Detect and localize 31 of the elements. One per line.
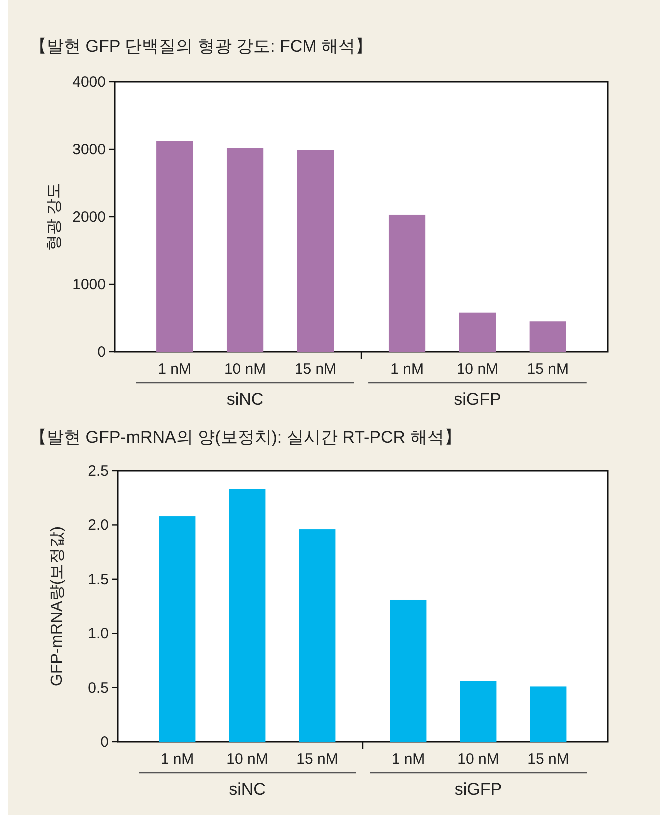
text: siGFP xyxy=(454,390,502,409)
x-tick-label: 10 nM xyxy=(226,751,268,768)
y-axis-title: 형광 강도 xyxy=(46,182,63,252)
x-tick-label: 10 nM xyxy=(224,361,266,378)
y-tick-label: 1000 xyxy=(72,276,106,294)
x-tick-label: 10 nM xyxy=(456,361,499,378)
text: siNC xyxy=(229,780,266,799)
y-tick-label: 2.0 xyxy=(88,517,109,534)
x-tick-label: 15 nM xyxy=(528,751,570,768)
y-tick-label: 4000 xyxy=(72,74,106,91)
x-tick-label: 15 nM xyxy=(294,361,337,378)
y-tick-label: 0 xyxy=(98,344,106,361)
x-tick-label: 1 nM xyxy=(158,361,192,378)
chart-title: 【발현 GFP-mRNA의 양(보정치): 실시간 RT-PCR 해석】 xyxy=(30,428,462,447)
x-tick-label: 1 nM xyxy=(390,361,424,378)
x-tick-label: 15 nM xyxy=(296,751,338,768)
x-tick-label: 15 nM xyxy=(527,361,569,378)
chart-title: 【발현 GFP 단백질의 형광 강도: FCM 해석】 xyxy=(30,37,373,56)
x-tick-label: 1 nM xyxy=(392,751,426,768)
text: siGFP xyxy=(454,780,502,799)
y-tick-label: 2.5 xyxy=(88,463,109,480)
y-tick-label: 0.5 xyxy=(88,680,109,697)
y-tick-label: 2000 xyxy=(72,209,106,226)
text: siNC xyxy=(226,390,264,409)
y-tick-label: 1.5 xyxy=(88,571,109,588)
x-tick-label: 10 nM xyxy=(458,751,500,768)
y-tick-label: 1.0 xyxy=(88,626,109,643)
y-tick-label: 3000 xyxy=(72,142,106,158)
y-axis-title: GFP-mRNA량(보정값) xyxy=(49,526,66,686)
y-tick-label: 0 xyxy=(100,734,109,751)
x-tick-label: 1 nM xyxy=(160,751,194,768)
